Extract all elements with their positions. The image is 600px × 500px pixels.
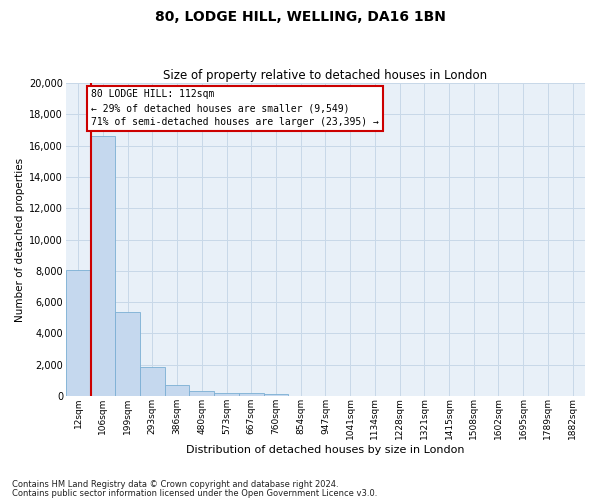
Text: Contains public sector information licensed under the Open Government Licence v3: Contains public sector information licen… xyxy=(12,488,377,498)
Text: 80, LODGE HILL, WELLING, DA16 1BN: 80, LODGE HILL, WELLING, DA16 1BN xyxy=(155,10,445,24)
Bar xyxy=(66,270,91,396)
Y-axis label: Number of detached properties: Number of detached properties xyxy=(15,158,25,322)
Bar xyxy=(165,386,190,396)
X-axis label: Distribution of detached houses by size in London: Distribution of detached houses by size … xyxy=(186,445,464,455)
Bar xyxy=(140,367,165,396)
Bar xyxy=(91,136,115,396)
Text: Contains HM Land Registry data © Crown copyright and database right 2024.: Contains HM Land Registry data © Crown c… xyxy=(12,480,338,489)
Bar xyxy=(190,391,214,396)
Bar xyxy=(239,393,263,396)
Bar xyxy=(115,312,140,396)
Text: 80 LODGE HILL: 112sqm
← 29% of detached houses are smaller (9,549)
71% of semi-d: 80 LODGE HILL: 112sqm ← 29% of detached … xyxy=(91,90,379,128)
Bar xyxy=(214,392,239,396)
Title: Size of property relative to detached houses in London: Size of property relative to detached ho… xyxy=(163,69,487,82)
Bar xyxy=(263,394,289,396)
